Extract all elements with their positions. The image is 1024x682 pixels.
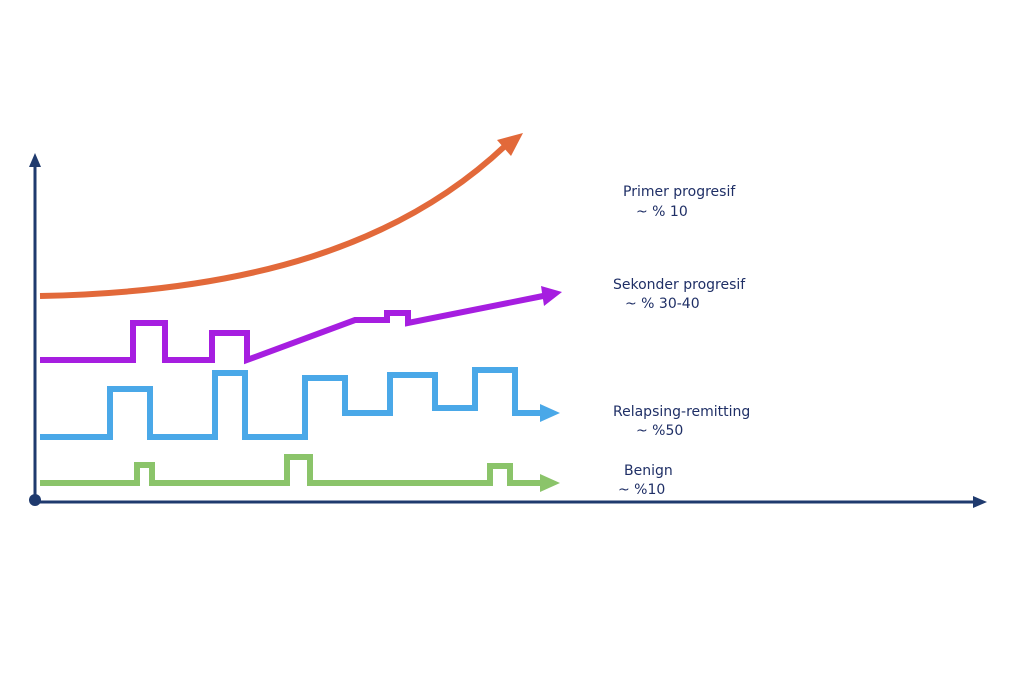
course-share: ~ % 30-40 — [625, 296, 700, 312]
origin — [29, 494, 41, 506]
relapsing-remitting-arrow — [540, 404, 560, 422]
benign-curve — [40, 454, 542, 486]
course-name: Sekonder progresif — [613, 277, 746, 293]
x-axis-arrow — [973, 496, 987, 508]
course-name: Primer progresif — [623, 184, 736, 200]
secondary-progressive-arrow — [541, 286, 562, 306]
secondary-progressive-curve — [40, 293, 544, 365]
relapsing-remitting-curve — [40, 367, 542, 440]
course-share: ~ % 10 — [636, 204, 688, 220]
primary-progressive-curve — [39, 143, 508, 299]
course-share: ~ %50 — [636, 423, 683, 439]
y-axis-arrow — [29, 153, 41, 167]
course-name: Benign — [624, 463, 673, 479]
course-share: ~ %10 — [618, 482, 665, 498]
benign-arrow — [540, 474, 560, 492]
primary-progressive-arrow — [497, 133, 523, 156]
course-name: Relapsing-remitting — [613, 404, 750, 420]
